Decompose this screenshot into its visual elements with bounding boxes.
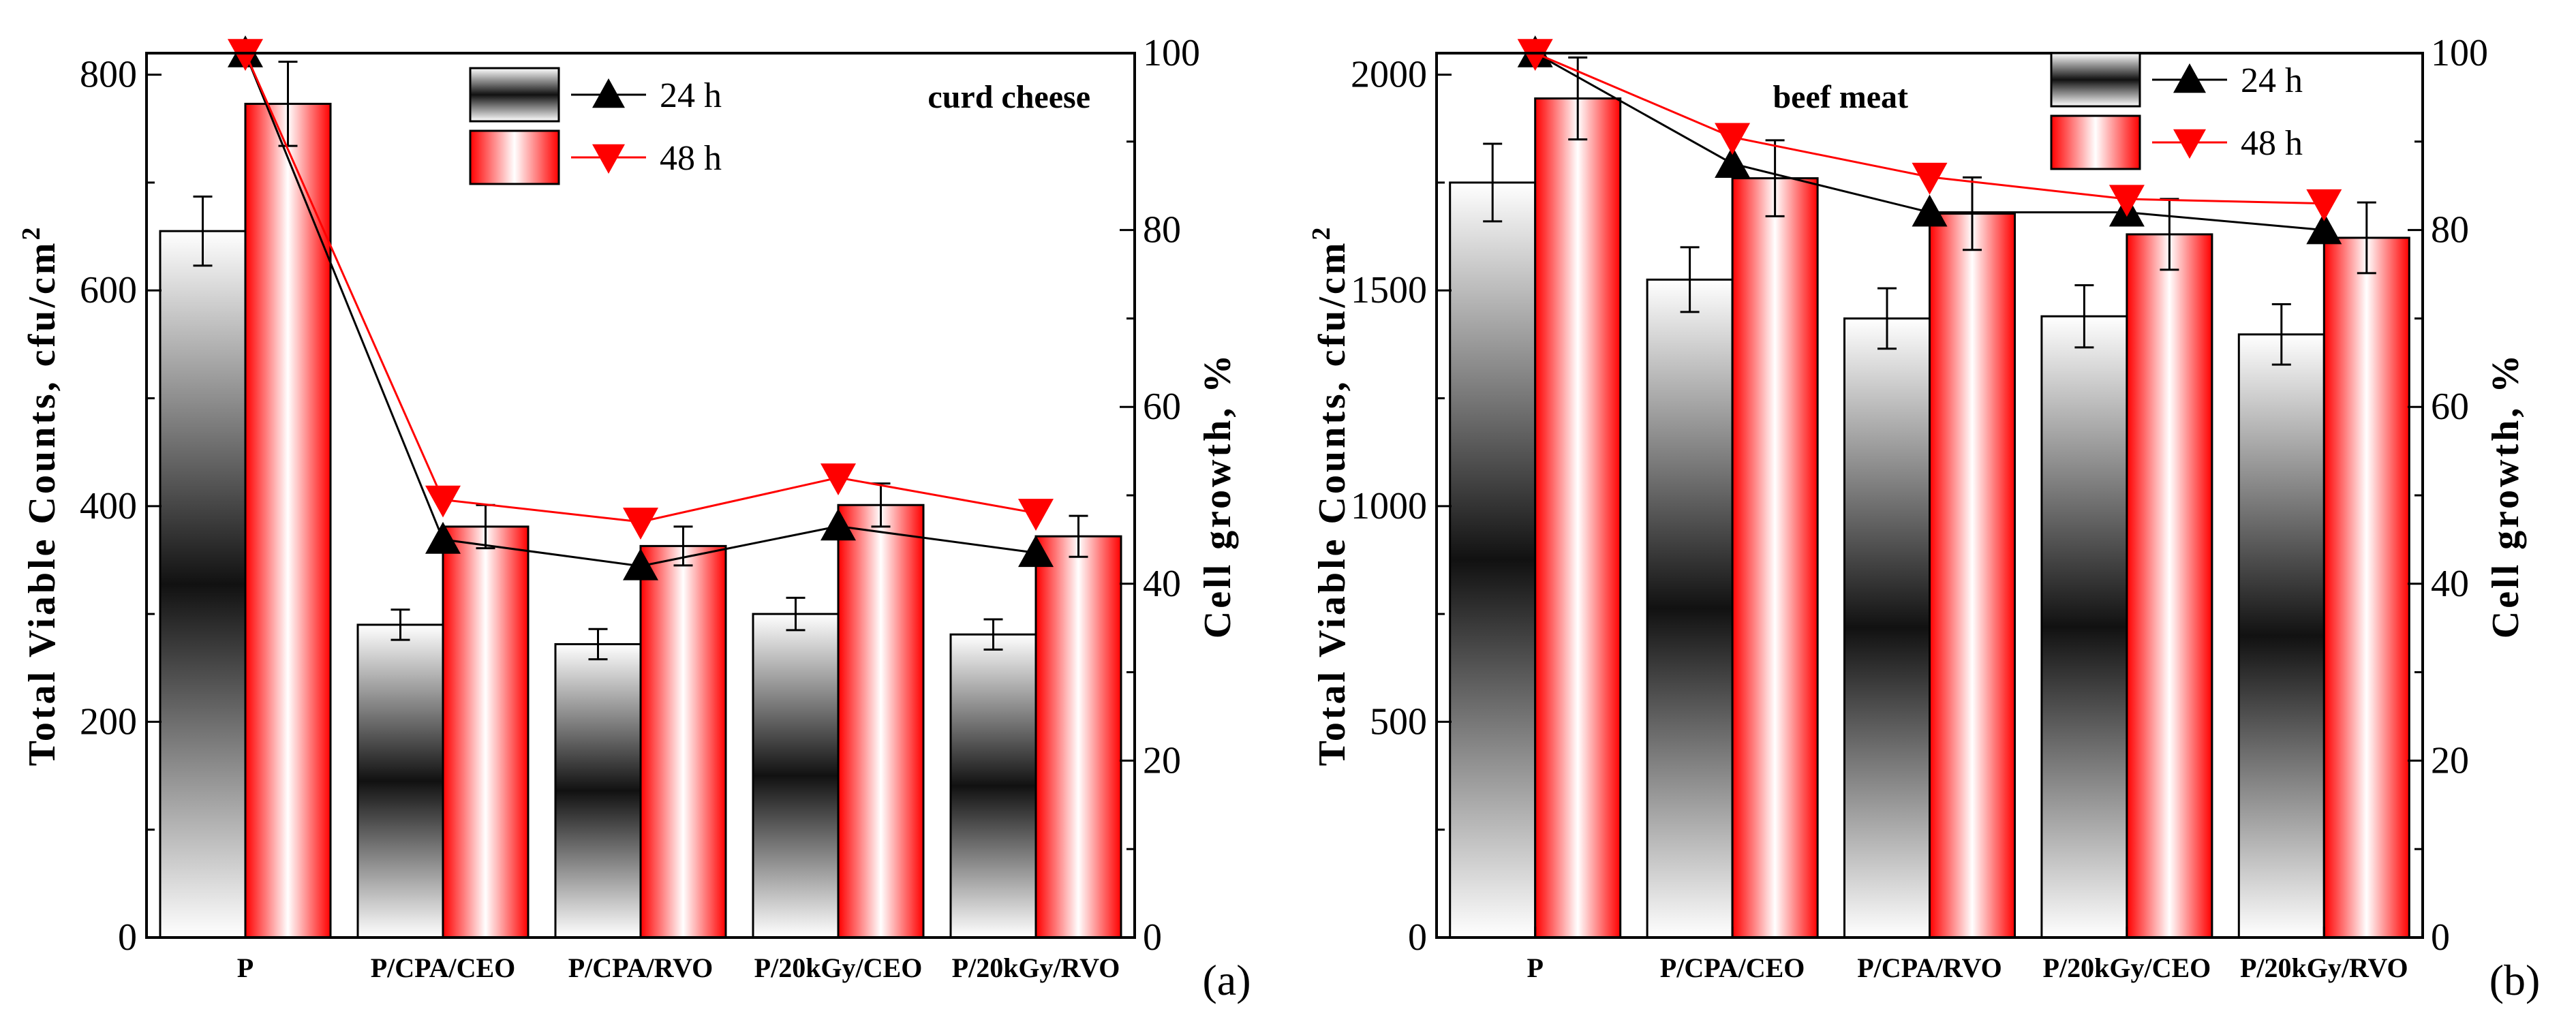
- category-label-p-cpa-ceo: P/CPA/CEO: [1660, 953, 1805, 983]
- panel-title: beef meat: [1773, 79, 1908, 115]
- y2-axis-title: Cell growth, %: [1197, 352, 1239, 639]
- y2-tick-label-40: 40: [1143, 563, 1181, 605]
- marker-24-h-p-20kgy-rvo: [1018, 535, 1054, 568]
- category-label-p: P: [1527, 953, 1543, 983]
- bar-24-h-p: [159, 230, 247, 939]
- bar-48-h-p-cpa-rvo: [1929, 213, 2016, 939]
- line-48-h: [244, 52, 1037, 523]
- y-tick-label-400: 400: [80, 485, 137, 527]
- legend-label-24-h: 24 h: [660, 76, 722, 115]
- marker-24-h-p-20kgy-rvo: [2306, 212, 2342, 245]
- bar-24-h-p-20kgy-ceo: [752, 613, 840, 939]
- bar-24-h-p: [1449, 181, 1537, 939]
- bar-48-h-p: [244, 102, 332, 939]
- legend-label-48-h: 48 h: [660, 139, 722, 178]
- category-label-p-20kgy-rvo: P/20kGy/RVO: [2240, 953, 2408, 983]
- bar-48-h-p-20kgy-ceo: [837, 504, 925, 939]
- legend-swatch-24-h: [2050, 52, 2141, 108]
- bar-48-h-p-cpa-ceo: [442, 525, 530, 939]
- legend-label-48-h: 48 h: [2241, 124, 2303, 163]
- y2-tick-label-60: 60: [1143, 386, 1181, 428]
- y-tick-label-2000: 2000: [1351, 54, 1427, 96]
- category-label-p-cpa-rvo: P/CPA/RVO: [568, 953, 714, 983]
- legend-marker-24-h: [592, 78, 625, 108]
- bar-48-h-p-20kgy-rvo: [1034, 535, 1122, 939]
- bar-48-h-p-cpa-ceo: [1731, 177, 1819, 939]
- panel-tag: (a): [1202, 956, 1251, 1004]
- bar-48-h-p-20kgy-ceo: [2126, 233, 2213, 939]
- bar-24-h-p-cpa-rvo: [554, 642, 642, 939]
- legend-swatch-48-h: [469, 129, 560, 185]
- legend-marker-48-h: [2173, 129, 2206, 159]
- y2-axis-title: Cell growth, %: [2485, 352, 2527, 639]
- y-axis-title: Total Viable Counts, cfu/cm2: [1307, 225, 1353, 766]
- panel-curd-cheese: 0 200 400 600 800 0 20 40 60 80 100 P P/CPA/CEO P/CPA…: [17, 32, 1251, 1004]
- bar-24-h-p-cpa-rvo: [1843, 317, 1931, 939]
- y-axis-title-superscript: 2: [1307, 225, 1336, 241]
- bar-48-h-p-cpa-rvo: [639, 544, 727, 939]
- marker-48-h-p-20kgy-rvo: [2306, 189, 2342, 221]
- y2-tick-label-60: 60: [2431, 386, 2469, 428]
- bar-24-h-p-20kgy-rvo: [2237, 333, 2325, 939]
- bar-24-h-p-20kgy-ceo: [2040, 315, 2128, 939]
- marker-48-h-p-cpa-ceo: [1715, 123, 1751, 155]
- marker-24-h-p-cpa-ceo: [425, 521, 461, 554]
- marker-24-h-p-cpa-ceo: [1715, 146, 1751, 179]
- y2-tick-label-0: 0: [1143, 916, 1162, 959]
- category-label-p-20kgy-ceo: P/20kGy/CEO: [2043, 953, 2211, 983]
- category-label-p-20kgy-rvo: P/20kGy/RVO: [952, 953, 1120, 983]
- y-tick-label-0: 0: [1408, 916, 1427, 959]
- marker-24-h-p-cpa-rvo: [623, 548, 658, 580]
- y-tick-label-800: 800: [80, 54, 137, 96]
- legend-marker-24-h: [2173, 63, 2206, 93]
- bar-24-h-p-cpa-ceo: [356, 623, 444, 939]
- marker-48-h-p: [1517, 39, 1553, 71]
- legend-swatch-24-h: [469, 67, 560, 123]
- y-tick-label-1500: 1500: [1351, 269, 1427, 311]
- bar-48-h-p: [1534, 97, 1622, 939]
- category-label-p-20kgy-ceo: P/20kGy/CEO: [754, 953, 923, 983]
- y2-tick-label-100: 100: [2431, 32, 2488, 74]
- bar-24-h-p-cpa-ceo: [1646, 278, 1734, 939]
- marker-48-h-p-20kgy-ceo: [2109, 185, 2145, 217]
- y-tick-label-600: 600: [80, 269, 137, 311]
- bar-48-h-p-20kgy-rvo: [2322, 236, 2410, 939]
- line-24-h: [244, 52, 1037, 568]
- y-axis-title: Total Viable Counts, cfu/cm2: [17, 225, 63, 766]
- y-tick-label-500: 500: [1370, 700, 1427, 743]
- marker-48-h-p-cpa-rvo: [623, 508, 658, 540]
- marker-48-h-p-20kgy-rvo: [1018, 499, 1054, 531]
- y2-tick-label-100: 100: [1143, 32, 1200, 74]
- legend-swatch-48-h: [2050, 114, 2141, 170]
- marker-48-h-p-20kgy-ceo: [821, 463, 856, 496]
- y2-tick-label-20: 20: [2431, 739, 2469, 781]
- y2-tick-label-20: 20: [1143, 739, 1181, 781]
- y-axis-title-superscript: 2: [17, 225, 46, 241]
- category-label-p: P: [237, 953, 254, 983]
- y2-tick-label-0: 0: [2431, 916, 2450, 959]
- marker-48-h-p-cpa-ceo: [425, 485, 461, 518]
- y2-tick-label-80: 80: [2431, 209, 2469, 251]
- marker-24-h-p-20kgy-ceo: [821, 508, 856, 541]
- legend-marker-48-h: [592, 144, 625, 174]
- y-tick-label-200: 200: [80, 700, 137, 743]
- y-axis-title-text: Total Viable Counts, cfu/cm: [1311, 241, 1353, 766]
- marker-48-h-p-cpa-rvo: [1912, 162, 1948, 195]
- y2-tick-label-40: 40: [2431, 563, 2469, 605]
- bar-24-h-p-20kgy-rvo: [949, 633, 1037, 939]
- marker-24-h-p-cpa-rvo: [1912, 194, 1948, 227]
- category-label-p-cpa-ceo: P/CPA/CEO: [371, 953, 516, 983]
- y-tick-label-0: 0: [118, 916, 137, 959]
- panel-tag: (b): [2489, 956, 2541, 1004]
- panel-title: curd cheese: [927, 79, 1090, 115]
- y-tick-label-1000: 1000: [1351, 485, 1427, 527]
- legend-label-24-h: 24 h: [2241, 61, 2303, 100]
- y2-tick-label-80: 80: [1143, 209, 1181, 251]
- marker-48-h-p: [228, 39, 263, 71]
- panel-beef-meat: 0 500 1000 1500 2000 0 20 40 60 80 100 P P/CPA/CEO P/…: [1307, 32, 2540, 1004]
- y-axis-title-text: Total Viable Counts, cfu/cm: [21, 241, 63, 766]
- category-label-p-cpa-rvo: P/CPA/RVO: [1857, 953, 2002, 983]
